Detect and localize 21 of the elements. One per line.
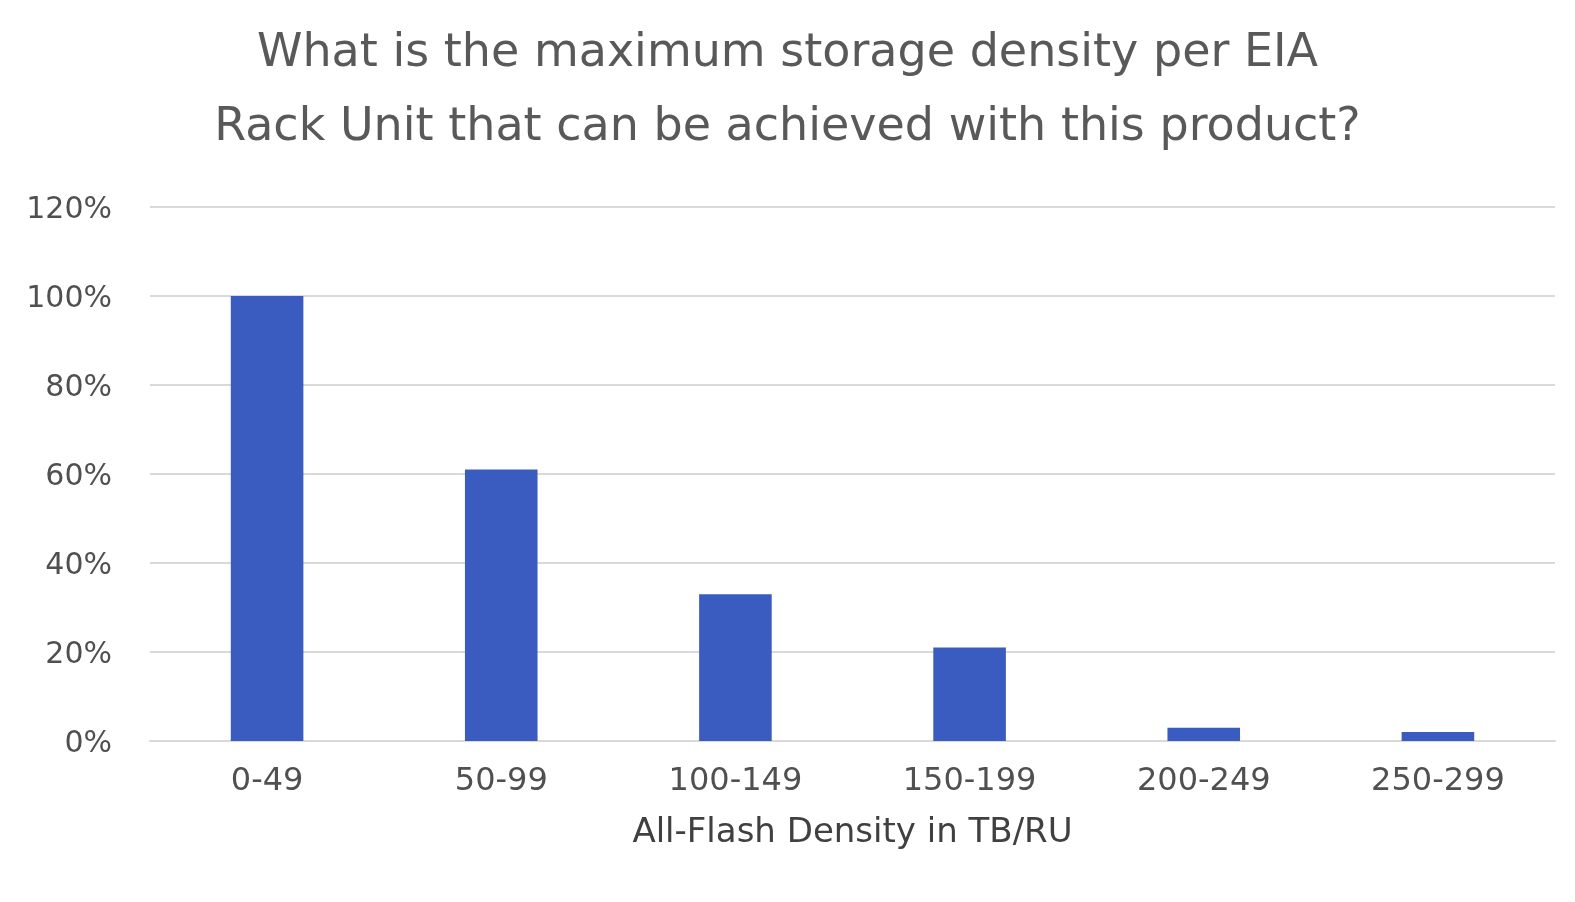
x-tick-label: 250-299: [1371, 760, 1505, 798]
x-tick-label: 100-149: [668, 760, 803, 798]
y-tick-label: 20%: [45, 634, 112, 670]
bar: [699, 594, 772, 741]
y-tick-label: 60%: [45, 456, 112, 492]
x-tick-label: 50-99: [454, 760, 548, 798]
bar: [464, 469, 538, 741]
x-tick-label: 200-249: [1136, 760, 1271, 798]
y-tick-label: 0%: [64, 723, 112, 759]
x-tick-label: 150-199: [902, 760, 1037, 798]
y-tick-label: 40%: [45, 545, 112, 581]
y-tick-label: 100%: [26, 278, 112, 314]
y-tick-label: 120%: [26, 189, 112, 225]
bar: [1167, 727, 1241, 741]
x-tick-label: 0-49: [230, 760, 304, 798]
bar: [933, 647, 1006, 741]
bar: [1401, 732, 1475, 741]
bar: [230, 296, 304, 741]
x-axis-title: All-Flash Density in TB/RU: [632, 810, 1073, 850]
y-tick-label: 80%: [45, 367, 112, 403]
chart-title: What is the maximum storage density per EIA Rack Unit that can be achieved with this product?: [214, 23, 1361, 151]
